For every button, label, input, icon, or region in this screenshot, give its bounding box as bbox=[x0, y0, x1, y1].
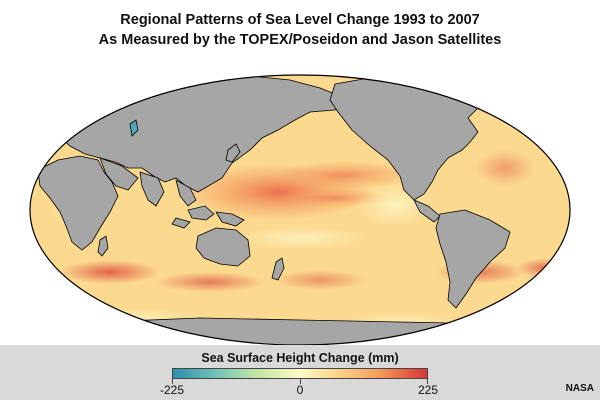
antarctica-landmass bbox=[30, 317, 570, 345]
japan-landmass bbox=[225, 143, 241, 163]
arabia-landmass bbox=[99, 157, 139, 191]
tick-max bbox=[427, 379, 428, 384]
greenland-landmass bbox=[479, 79, 529, 109]
sea-level-map-svg bbox=[29, 74, 571, 345]
title-line-2: As Measured by the TOPEX/Poseidon and Ja… bbox=[98, 32, 502, 48]
india-landmass bbox=[139, 171, 165, 207]
world-map bbox=[29, 74, 571, 345]
legend-max-label: 225 bbox=[417, 383, 439, 397]
title-line-1: Regional Patterns of Sea Level Change 19… bbox=[120, 12, 480, 28]
indochina-landmass bbox=[175, 179, 197, 207]
globe-outline bbox=[29, 74, 571, 345]
ocean-layer bbox=[30, 75, 570, 345]
south-america-landmass bbox=[435, 209, 511, 309]
africa-landmass bbox=[37, 155, 119, 251]
new-zealand-landmass bbox=[271, 257, 285, 281]
color-scale-bar bbox=[172, 368, 428, 379]
map-title: Regional Patterns of Sea Level Change 19… bbox=[0, 10, 600, 50]
legend-panel: Sea Surface Height Change (mm) -225 0 22… bbox=[0, 345, 600, 400]
nasa-credit: NASA bbox=[565, 383, 594, 394]
southern-ocean-rise bbox=[60, 260, 160, 284]
madagascar-landmass bbox=[97, 235, 109, 257]
tick-mid bbox=[300, 379, 301, 384]
legend-title: Sea Surface Height Change (mm) bbox=[201, 351, 399, 365]
legend-min-label: -225 bbox=[159, 383, 185, 397]
indonesia-landmass bbox=[187, 205, 215, 221]
tick-min bbox=[172, 379, 173, 384]
legend-mid-label: 0 bbox=[296, 383, 304, 397]
australia-landmass bbox=[195, 227, 251, 267]
